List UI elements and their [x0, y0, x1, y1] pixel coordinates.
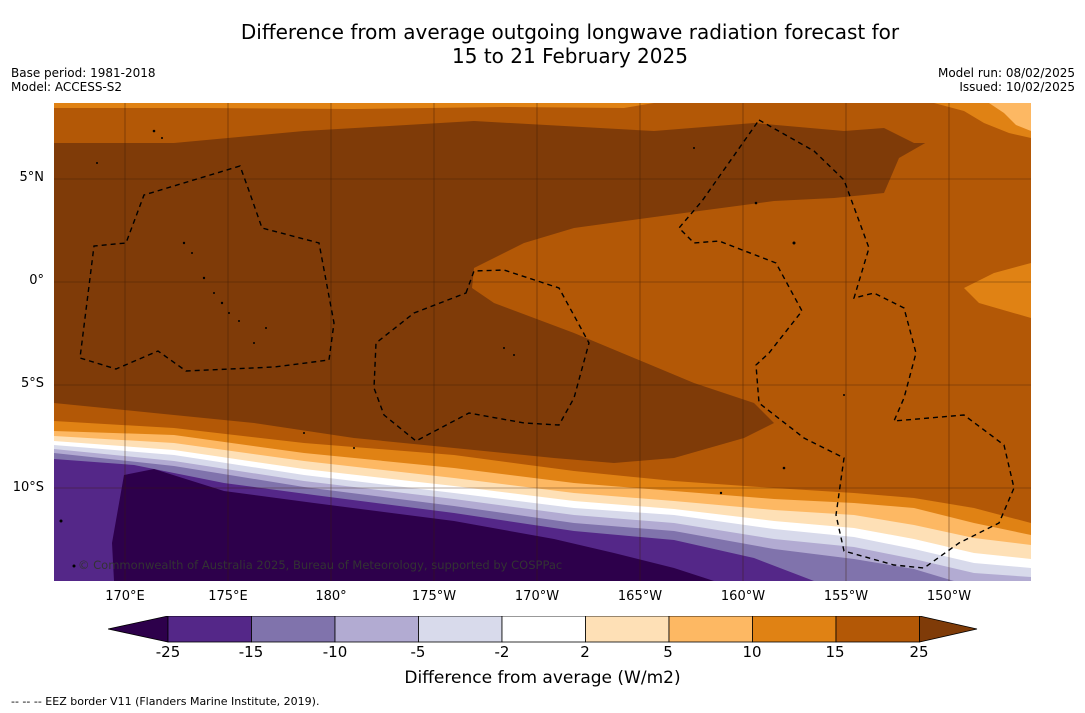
- colorbar-tick: -10: [322, 643, 348, 661]
- lat-label-0: 0°: [29, 273, 44, 288]
- lon-label-155w: 155°W: [823, 589, 869, 604]
- colorbar-extend-min: [108, 616, 169, 643]
- lon-label-170w: 170°W: [514, 589, 560, 604]
- colorbar-seg-5-10: [668, 616, 753, 643]
- lat-label-5s: 5°S: [20, 376, 44, 391]
- lat-label-5n: 5°N: [19, 170, 45, 185]
- model-run: Model run: 08/02/2025: [937, 66, 1075, 80]
- lon-label-165w: 165°W: [617, 589, 663, 604]
- colorbar-tick: -25: [155, 643, 181, 661]
- anomaly-band-below-min-south: [112, 469, 714, 581]
- colorbar-seg-n5-n2: [418, 616, 503, 643]
- lon-label-160w: 160°W: [720, 589, 766, 604]
- colorbar-tick: -15: [238, 643, 264, 661]
- meta-right: Model run: 08/02/2025 Issued: 10/02/2025: [938, 66, 1075, 94]
- lon-label-175e: 175°E: [208, 589, 248, 604]
- colorbar: [108, 616, 978, 643]
- eez-legend-note: -- -- -- EEZ border V11 (Flanders Marine…: [11, 695, 320, 708]
- colorbar-seg-15-25: [835, 616, 920, 643]
- lon-label-150w: 150°W: [926, 589, 972, 604]
- colorbar-tick: 25: [909, 643, 929, 661]
- lon-label-175w: 175°W: [411, 589, 457, 604]
- model-name: Model: ACCESS-S2: [11, 80, 123, 94]
- colorbar-extend-max: [919, 616, 978, 643]
- anomaly-band-15-25-north: [54, 103, 1031, 143]
- colorbar-label: Difference from average (W/m2): [404, 668, 681, 688]
- lat-label-10s: 10°S: [12, 480, 44, 495]
- colorbar-tick: 2: [580, 643, 590, 661]
- anomaly-band-10-15-east: [964, 263, 1031, 318]
- issued-date: Issued: 10/02/2025: [959, 80, 1075, 94]
- title-line-1: Difference from average outgoing longwav…: [240, 20, 900, 44]
- eez-borders: [79, 119, 1015, 569]
- colorbar-seg-n15-n10: [251, 616, 336, 643]
- title-line-2: 15 to 21 February 2025: [452, 44, 688, 68]
- colorbar-tick: 15: [825, 643, 845, 661]
- colorbar-seg-2-5: [585, 616, 670, 643]
- base-period: Base period: 1981-2018: [11, 66, 156, 80]
- colorbar-tick: -5: [410, 643, 426, 661]
- colorbar-seg-10-15: [752, 616, 837, 643]
- anomaly-map: [54, 103, 1031, 581]
- colorbar-seg-n25-n15: [167, 616, 252, 643]
- anomaly-band-10-15-top: [54, 103, 654, 109]
- colorbar-tick: 10: [742, 643, 762, 661]
- chart-title: Difference from average outgoing longwav…: [0, 20, 1085, 68]
- anomaly-band-5-10-ne: [989, 103, 1031, 131]
- meta-left: Base period: 1981-2018 Model: ACCESS-S2: [11, 66, 156, 94]
- copyright-notice: © Commonwealth of Australia 2025, Bureau…: [78, 558, 563, 572]
- lon-label-180: 180°: [315, 589, 347, 604]
- colorbar-seg-n10-n5: [334, 616, 419, 643]
- colorbar-tick: -2: [494, 643, 510, 661]
- colorbar-seg-n2-2: [501, 616, 586, 643]
- lon-label-170e: 170°E: [105, 589, 145, 604]
- colorbar-tick: 5: [663, 643, 673, 661]
- islands: [59, 129, 845, 568]
